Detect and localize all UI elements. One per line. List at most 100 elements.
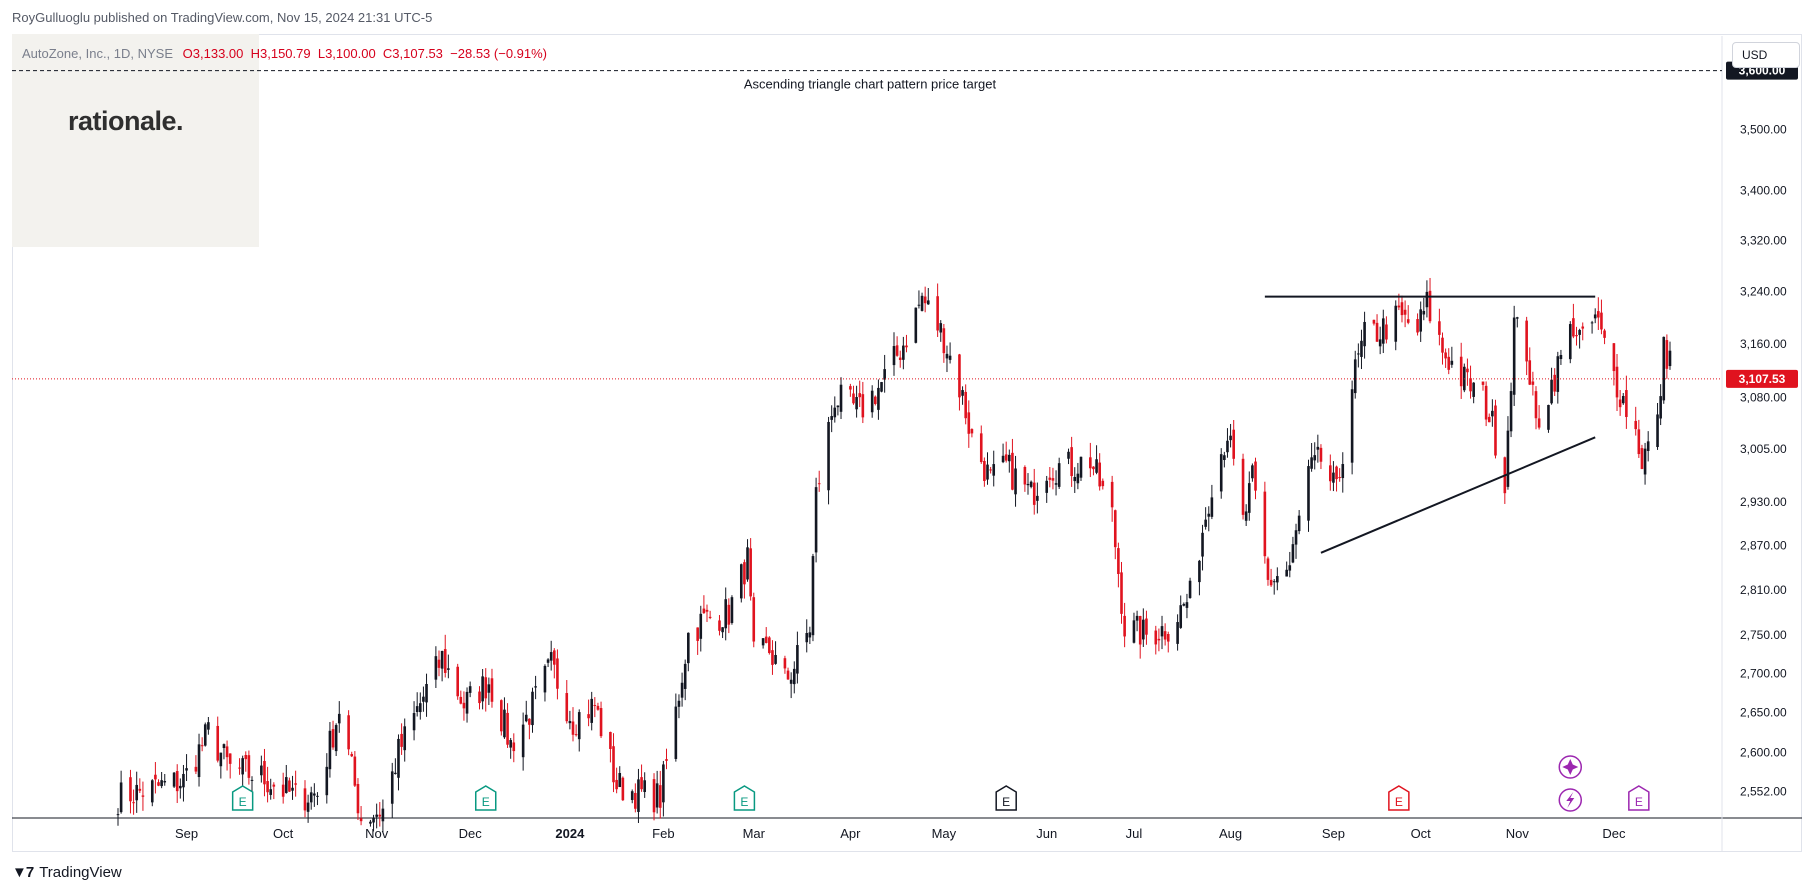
candle (207, 716, 210, 735)
candle (418, 692, 422, 720)
candle (381, 799, 385, 833)
candle-body (1207, 513, 1211, 517)
candle (556, 649, 559, 700)
candle-body (1226, 440, 1229, 453)
candle-body (877, 387, 880, 410)
candle-body (652, 779, 656, 813)
candle (565, 680, 569, 724)
candle-body (920, 295, 924, 311)
candle (1353, 350, 1357, 399)
candle-body (1073, 476, 1077, 482)
candle-body (222, 744, 226, 749)
candle-body (1163, 631, 1167, 640)
watermark-panel: rationale. (12, 34, 259, 247)
candle (1219, 448, 1223, 499)
candle-body (422, 696, 425, 702)
candle (400, 723, 403, 755)
price-target-annotation: Ascending triangle chart pattern price t… (744, 77, 997, 92)
candle-body (1406, 319, 1410, 323)
candle (260, 755, 263, 783)
low-value: L3,100.00 (317, 46, 376, 61)
candle (1425, 280, 1429, 318)
candle-body (1182, 603, 1186, 606)
time-tick-label: Oct (1411, 826, 1432, 841)
candle-body (992, 464, 996, 476)
candle (1313, 442, 1317, 470)
candle-body (1157, 638, 1161, 641)
candle (1185, 593, 1189, 619)
candle (880, 381, 883, 393)
candle-body (855, 397, 858, 410)
candle (228, 753, 232, 779)
candle (989, 466, 992, 474)
candle (403, 718, 407, 762)
candle-body (1575, 335, 1578, 337)
candle (1029, 480, 1033, 489)
candle-body (699, 613, 703, 639)
candle-body (1219, 454, 1223, 492)
candle-body (1572, 318, 1575, 337)
candle-body (359, 818, 363, 822)
candle (1067, 448, 1070, 465)
candle-body (870, 390, 874, 413)
candle (858, 380, 862, 408)
candle-body (830, 416, 833, 420)
candle-body (1640, 448, 1644, 469)
candle-body (1450, 360, 1454, 365)
candle (752, 592, 756, 648)
candle (1157, 628, 1161, 652)
candle (1076, 462, 1080, 490)
candle-body (1372, 319, 1376, 324)
candle-body (1291, 544, 1295, 563)
candle-body (749, 548, 752, 597)
candle-body (185, 768, 188, 771)
price-tick-label: 2,600.00 (1740, 746, 1787, 760)
candle-body (898, 357, 902, 360)
candle-body (1553, 374, 1556, 392)
candle (1054, 470, 1058, 496)
candle (1656, 402, 1659, 450)
candle (599, 701, 603, 739)
candle (1048, 467, 1052, 488)
candle-body (175, 771, 179, 792)
candle (447, 654, 450, 679)
candle-body (1294, 530, 1298, 545)
candle (369, 819, 372, 827)
time-tick-label: Nov (1506, 826, 1530, 841)
candle (942, 324, 946, 363)
candle (1101, 478, 1105, 490)
candle-body (1428, 290, 1432, 322)
open-value: O3,133.00 (182, 46, 244, 61)
candle-body (705, 609, 709, 612)
currency-button[interactable]: USD (1732, 42, 1800, 68)
candle-body (926, 300, 930, 305)
candle (1138, 615, 1142, 659)
candle-body (244, 754, 248, 760)
candle (961, 386, 964, 405)
candle (789, 672, 793, 699)
candle (1073, 467, 1077, 493)
candle-body (1363, 321, 1366, 347)
candle (761, 638, 765, 649)
candle (655, 770, 659, 814)
candle (244, 751, 248, 772)
time-axis: Sep Oct Nov Dec 2024 Feb Mar Apr May Jun Jul Aug Sep… (175, 826, 1626, 841)
price-tick-label: 2,700.00 (1740, 666, 1787, 680)
candle (992, 450, 996, 487)
footer-brand[interactable]: ▼7 TradingView (12, 864, 122, 881)
earnings-label: E (239, 795, 247, 809)
candle-body (225, 746, 229, 758)
candle-body (1469, 378, 1472, 392)
candle-body (708, 616, 712, 618)
candle-body (1400, 302, 1404, 316)
candle (1466, 358, 1469, 386)
candle-body (1076, 473, 1080, 484)
candle-body (1459, 356, 1463, 387)
candle (1512, 305, 1516, 406)
candle (481, 669, 484, 710)
candle (1559, 349, 1563, 365)
candle-body (739, 564, 743, 599)
candle (1272, 579, 1276, 595)
candle-body (1232, 429, 1235, 459)
